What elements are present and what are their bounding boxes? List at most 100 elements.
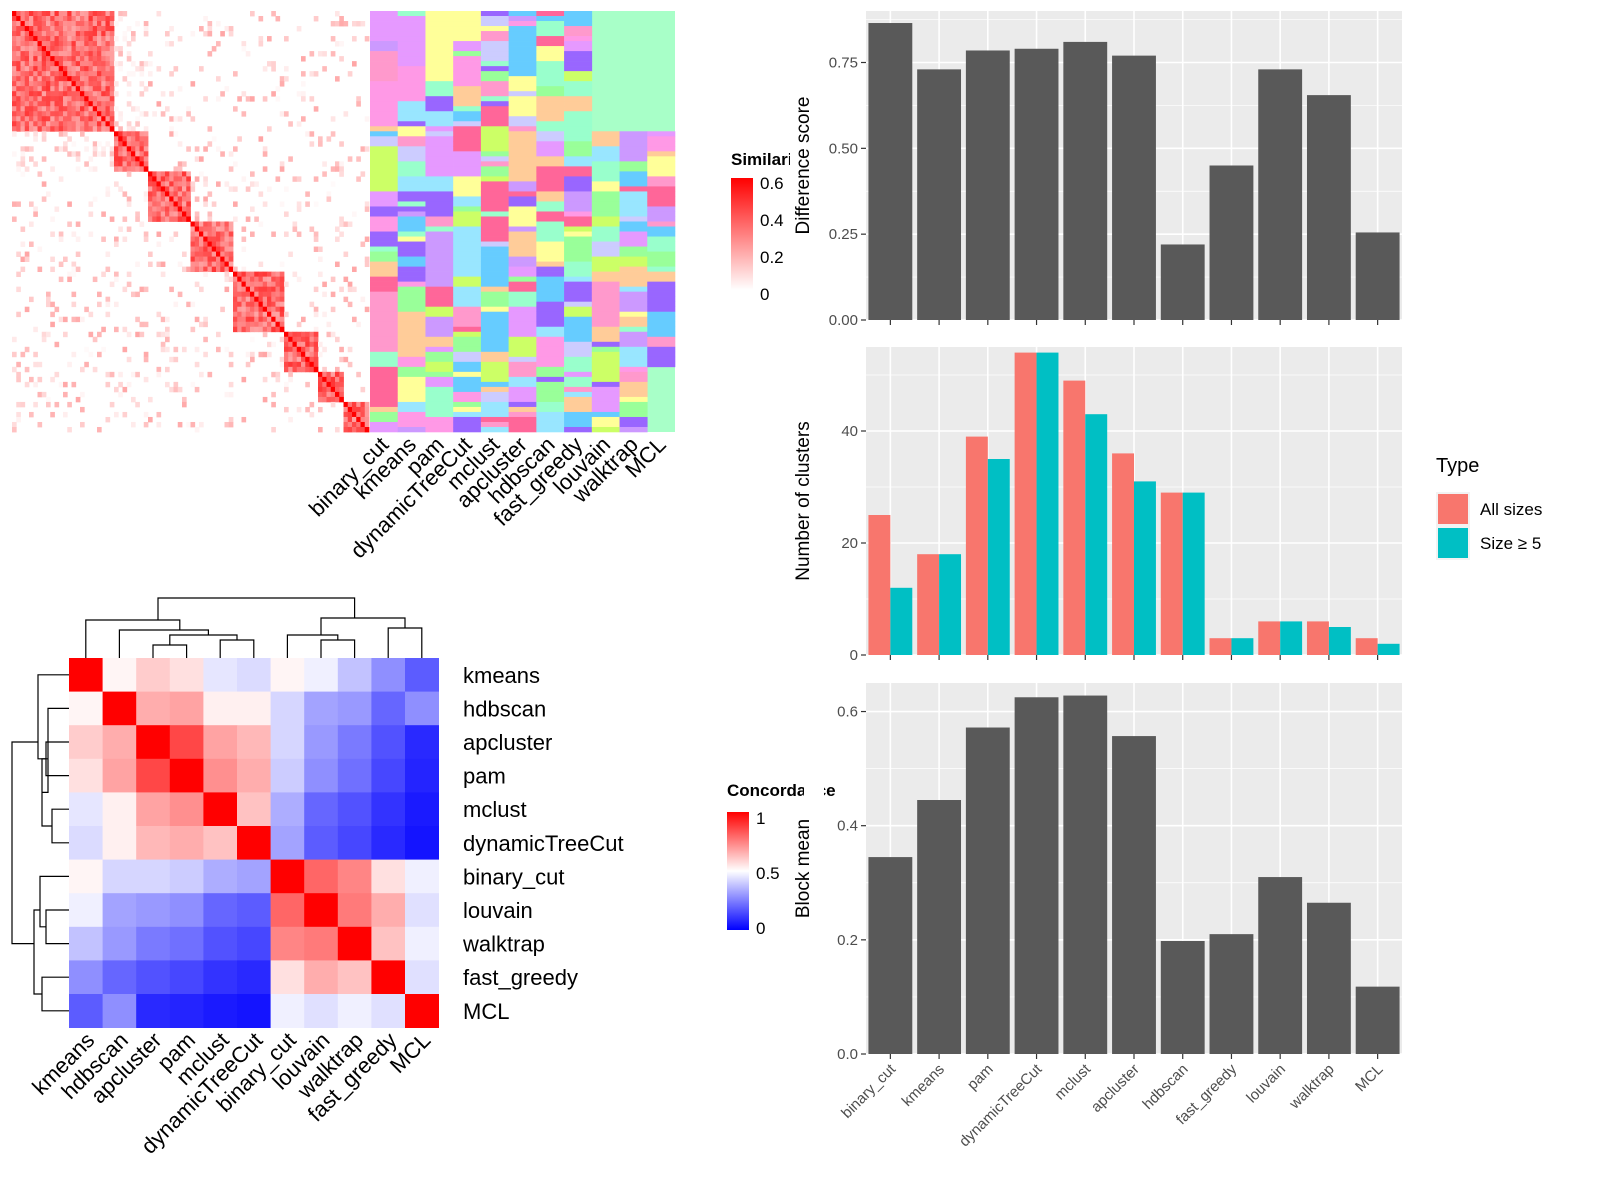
similarity-cell xyxy=(67,106,72,112)
similarity-cell xyxy=(279,261,285,268)
similarity-cell xyxy=(37,376,43,383)
similarity-cell xyxy=(58,26,64,32)
label-cell xyxy=(425,51,454,57)
label-cell xyxy=(370,156,399,162)
similarity-cell xyxy=(186,186,191,192)
similarity-cell xyxy=(16,401,21,408)
similarity-cell xyxy=(24,166,30,172)
similarity-cell xyxy=(139,131,145,137)
label-cell xyxy=(536,241,565,247)
similarity-cell xyxy=(267,276,272,283)
concordance-row-label: hdbscan xyxy=(463,696,546,721)
similarity-cell xyxy=(139,141,145,147)
similarity-cell xyxy=(12,76,17,82)
label-cell xyxy=(564,31,593,37)
bar xyxy=(868,23,913,321)
similarity-cell xyxy=(199,236,204,242)
similarity-cell xyxy=(118,156,123,162)
concordance-cell xyxy=(69,826,103,860)
similarity-cell xyxy=(29,241,34,247)
label-cell xyxy=(508,236,537,242)
similarity-cell xyxy=(352,61,357,67)
similarity-cell xyxy=(284,406,289,413)
concordance-cell xyxy=(169,960,204,995)
similarity-cell xyxy=(173,186,179,192)
label-cell xyxy=(453,66,482,72)
similarity-cell xyxy=(237,296,242,303)
similarity-cell xyxy=(29,46,34,52)
similarity-cell xyxy=(216,231,221,237)
label-cell xyxy=(453,251,482,257)
label-cell xyxy=(453,321,482,328)
similarity-cell xyxy=(16,16,21,22)
similarity-cell xyxy=(29,296,34,303)
similarity-cell xyxy=(216,251,221,257)
similarity-cell xyxy=(122,191,128,197)
similarity-cell xyxy=(352,421,357,428)
similarity-cell xyxy=(20,61,26,67)
similarity-cell xyxy=(80,131,85,137)
similarity-cell xyxy=(313,346,319,353)
similarity-cell xyxy=(313,341,319,348)
similarity-cell xyxy=(101,116,106,122)
similarity-cell xyxy=(92,46,98,52)
similarity-cell xyxy=(182,191,187,197)
label-cell xyxy=(508,366,537,373)
similarity-cell xyxy=(109,36,115,42)
similarity-cell xyxy=(275,96,281,102)
similarity-cell xyxy=(241,321,247,328)
label-cell xyxy=(453,61,482,67)
label-cell xyxy=(619,211,648,217)
similarity-cell xyxy=(54,31,60,37)
similarity-cell xyxy=(75,11,81,17)
concordance-cell xyxy=(405,658,439,692)
similarity-cell xyxy=(12,116,17,122)
similarity-cell xyxy=(335,11,340,17)
label-cell xyxy=(564,66,593,72)
similarity-cell xyxy=(122,131,128,137)
label-cell xyxy=(480,351,509,358)
concordance-cell xyxy=(270,792,305,827)
similarity-cell xyxy=(322,366,327,373)
similarity-cell xyxy=(63,81,68,87)
similarity-cell xyxy=(58,51,64,57)
similarity-cell xyxy=(245,301,251,308)
similarity-cell xyxy=(33,71,38,77)
similarity-cell xyxy=(50,91,55,97)
label-cell xyxy=(536,316,565,323)
label-cell xyxy=(425,336,454,343)
similarity-cell xyxy=(301,361,306,368)
similarity-cell xyxy=(292,176,298,182)
similarity-cell xyxy=(233,281,238,288)
similarity-cell xyxy=(309,346,315,353)
similarity-cell xyxy=(46,36,51,42)
similarity-cell xyxy=(97,31,102,37)
label-cell xyxy=(564,46,593,52)
similarity-cell xyxy=(322,291,327,298)
similarity-cell xyxy=(356,371,361,378)
label-cell xyxy=(536,121,565,127)
similarity-cell xyxy=(364,416,370,423)
similarity-cell xyxy=(139,331,145,338)
similarity-cell xyxy=(12,351,17,358)
similarity-cell xyxy=(88,156,94,162)
label-cell xyxy=(591,186,620,192)
label-cell xyxy=(564,271,593,277)
label-cell xyxy=(564,91,593,97)
similarity-cell xyxy=(284,361,289,368)
similarity-cell xyxy=(177,421,183,428)
label-cell xyxy=(564,56,593,62)
similarity-cell xyxy=(71,11,77,17)
similarity-cell xyxy=(250,316,255,323)
similarity-cell xyxy=(67,51,72,57)
label-cell xyxy=(397,51,426,57)
label-cell xyxy=(425,76,454,82)
similarity-cell xyxy=(339,221,344,227)
label-cell xyxy=(480,136,509,142)
similarity-cell xyxy=(92,126,98,132)
label-cell xyxy=(480,221,509,227)
similarity-cell xyxy=(160,341,166,348)
similarity-cell xyxy=(267,306,272,313)
similarity-cell xyxy=(126,156,132,162)
